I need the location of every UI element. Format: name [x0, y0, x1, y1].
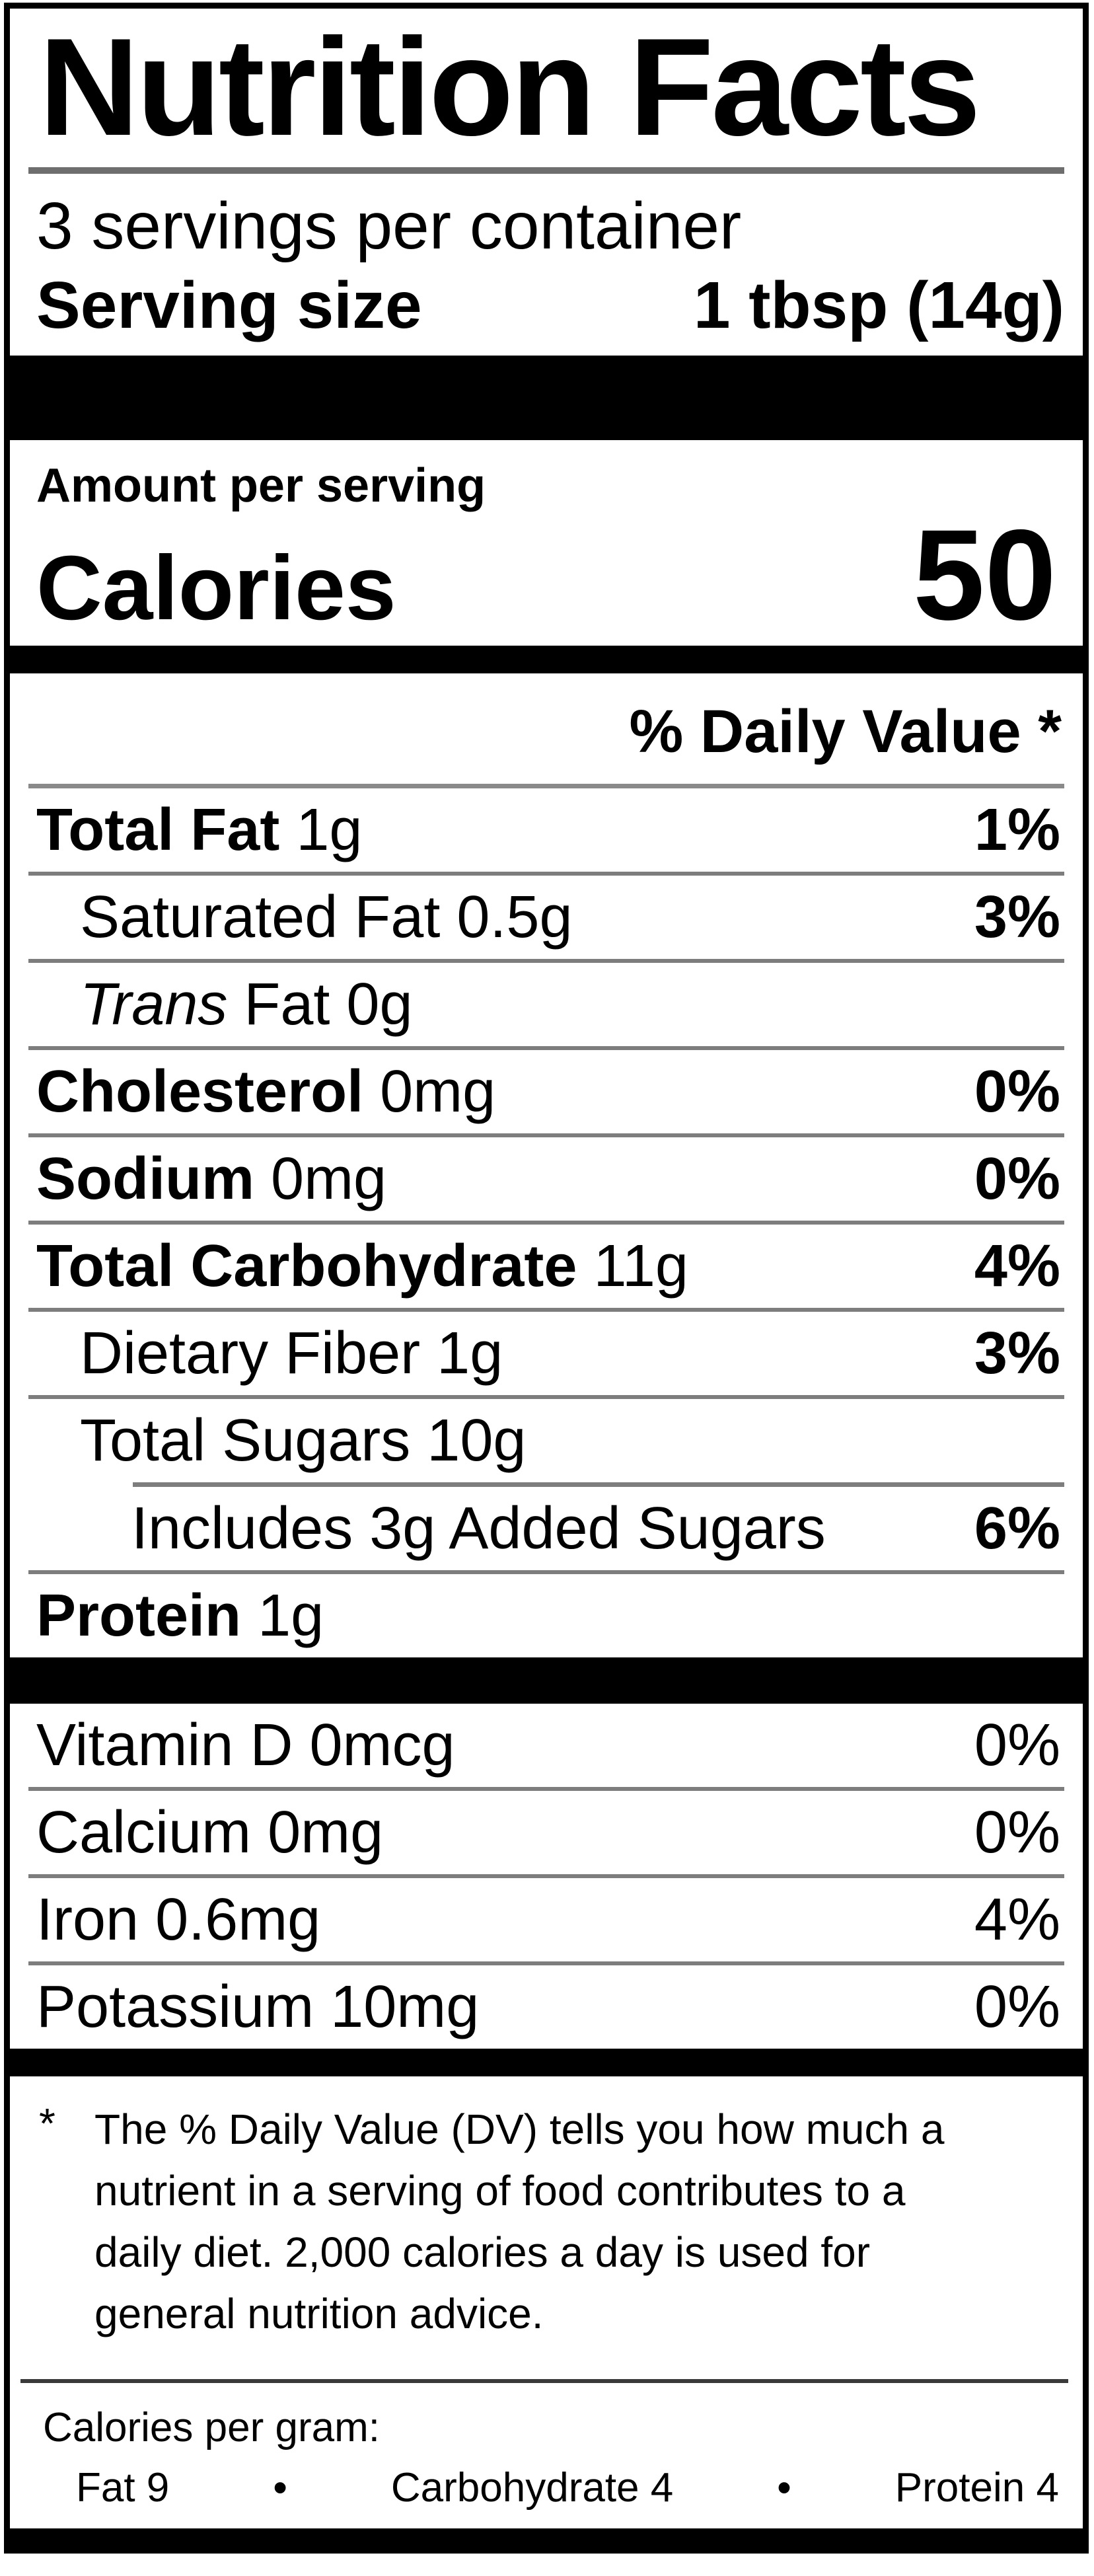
nutrient-row-total-fat: Total Fat 1g 1%	[28, 788, 1064, 876]
added-sugars-divider	[133, 1482, 1064, 1488]
nutrient-amount: 0.5g	[456, 884, 573, 951]
vitamin-row-calcium: Calcium 0mg 0%	[28, 1791, 1064, 1879]
amount-per-serving: Amount per serving	[36, 459, 486, 512]
nutrient-row-total-carbohydrate: Total Carbohydrate 11g 4%	[28, 1225, 1064, 1312]
nutrient-row-trans-fat: Trans Fat 0g	[28, 963, 1064, 1051]
nutrient-amount: 1g	[296, 797, 363, 864]
cpg-fat: Fat 9	[76, 2465, 170, 2511]
vitamin-row-iron: Iron 0.6mg 4%	[28, 1878, 1064, 1966]
nutrient-dv: 0%	[974, 1146, 1060, 1213]
footnote-text: The % Daily Value (DV) tells you how muc…	[94, 2105, 945, 2337]
footnote: * The % Daily Value (DV) tells you how m…	[39, 2099, 1046, 2344]
serving-size-row: Serving size 1 tbsp (14g)	[36, 268, 1064, 344]
label-title: Nutrition Facts	[39, 9, 981, 165]
nutrient-name: Total Fat	[36, 797, 280, 864]
cpg-protein: Protein 4	[894, 2465, 1059, 2511]
nutrient-amount: 0mg	[380, 1059, 496, 1125]
nutrient-amount: 0mg	[271, 1146, 387, 1213]
nutrient-row-cholesterol: Cholesterol 0mg 0%	[28, 1050, 1064, 1138]
vitamin-dv: 0%	[974, 1799, 1060, 1866]
nutrient-name: Cholesterol	[36, 1059, 364, 1125]
nutrient-name: Total Carbohydrate	[36, 1233, 577, 1300]
nutrient-row-sodium: Sodium 0mg 0%	[28, 1137, 1064, 1225]
serving-size-value: 1 tbsp (14g)	[693, 268, 1064, 342]
daily-value-header: % Daily Value *	[629, 698, 1062, 766]
calories-per-gram-items: Fat 9 • Carbohydrate 4 • Protein 4	[76, 2464, 1059, 2511]
nutrient-dv: 6%	[974, 1496, 1060, 1562]
vitamin-row-vitamin-d: Vitamin D 0mcg 0%	[28, 1704, 1064, 1792]
vitamins-separator-bar	[10, 1657, 1083, 1704]
footnote-marker: *	[39, 2100, 55, 2148]
nutrient-amount: Fat 0g	[244, 971, 413, 1038]
vitamin-dv: 0%	[974, 1712, 1060, 1779]
vitamin-name: Calcium 0mg	[36, 1799, 384, 1866]
nutrient-name: Saturated Fat	[80, 884, 441, 951]
nutrient-row-total-sugars: Total Sugars 10g	[28, 1399, 1064, 1482]
footnote-separator-bar	[10, 2049, 1083, 2077]
nutrient-amount: 1g	[258, 1583, 324, 1649]
nutrient-dv: 3%	[974, 884, 1060, 951]
bullet-icon: •	[777, 2465, 791, 2511]
vitamin-dv: 4%	[974, 1887, 1060, 1953]
nutrient-amount: 11g	[593, 1233, 688, 1300]
title-divider	[28, 167, 1064, 174]
nutrition-facts-label: Nutrition Facts 3 servings per container…	[4, 3, 1089, 2554]
calories-separator-bar	[10, 646, 1083, 674]
calories-per-gram-section: Calories per gram: Fat 9 • Carbohydrate …	[10, 2379, 1083, 2528]
nutrient-row-dietary-fiber: Dietary Fiber 1g 3%	[28, 1312, 1064, 1400]
calories-row: Calories 50	[36, 503, 1056, 647]
vitamin-name: Iron 0.6mg	[36, 1887, 321, 1953]
bullet-icon: •	[273, 2465, 287, 2511]
calories-value: 50	[913, 503, 1056, 647]
nutrient-row-added-sugars: Includes 3g Added Sugars 6%	[28, 1487, 1064, 1575]
nutrient-name: Trans	[80, 971, 228, 1038]
nutrient-amount: 10g	[427, 1408, 527, 1474]
serving-size-label: Serving size	[36, 268, 422, 342]
vitamin-dv: 0%	[974, 1974, 1060, 2041]
vitamin-name: Potassium 10mg	[36, 1974, 480, 2041]
daily-value-divider	[28, 784, 1064, 789]
nutrient-name: Total Sugars	[80, 1408, 411, 1474]
nutrient-name: Dietary Fiber	[80, 1320, 421, 1387]
nutrient-dv: 3%	[974, 1320, 1060, 1387]
calories-label: Calories	[36, 537, 396, 639]
nutrient-dv: 4%	[974, 1233, 1060, 1300]
calories-per-gram-divider	[20, 2379, 1068, 2383]
nutrient-dv: 0%	[974, 1059, 1060, 1125]
vitamin-name: Vitamin D 0mcg	[36, 1712, 455, 1779]
cpg-carbohydrate: Carbohydrate 4	[390, 2465, 674, 2511]
nutrient-amount: 1g	[437, 1320, 503, 1387]
nutrient-row-protein: Protein 1g	[28, 1574, 1064, 1657]
nutrient-dv: 1%	[974, 797, 1060, 864]
nutrient-name: Protein	[36, 1583, 242, 1649]
nutrient-row-saturated-fat: Saturated Fat 0.5g 3%	[28, 876, 1064, 964]
nutrient-name: Sodium	[36, 1146, 254, 1213]
vitamin-row-potassium: Potassium 10mg 0%	[28, 1965, 1064, 2049]
nutrient-name: Includes 3g Added Sugars	[131, 1496, 826, 1562]
thick-separator-bar	[10, 356, 1083, 440]
servings-per-container: 3 servings per container	[36, 189, 742, 263]
calories-per-gram-label: Calories per gram:	[43, 2405, 380, 2450]
